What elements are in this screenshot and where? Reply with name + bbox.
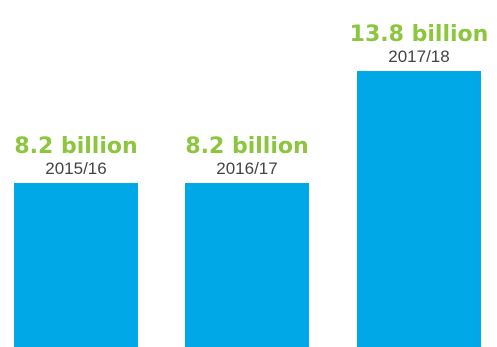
category-label: 2015/16 <box>45 159 106 178</box>
bar-2017/18 <box>357 71 481 347</box>
value-label: 8.2 billion <box>185 134 308 159</box>
category-label: 2017/18 <box>388 47 449 66</box>
category-label: 2016/17 <box>216 159 277 178</box>
bar-2015/16 <box>14 183 138 347</box>
value-label: 13.8 billion <box>350 22 489 47</box>
bar-2016/17 <box>185 183 309 347</box>
value-label: 8.2 billion <box>14 134 137 159</box>
